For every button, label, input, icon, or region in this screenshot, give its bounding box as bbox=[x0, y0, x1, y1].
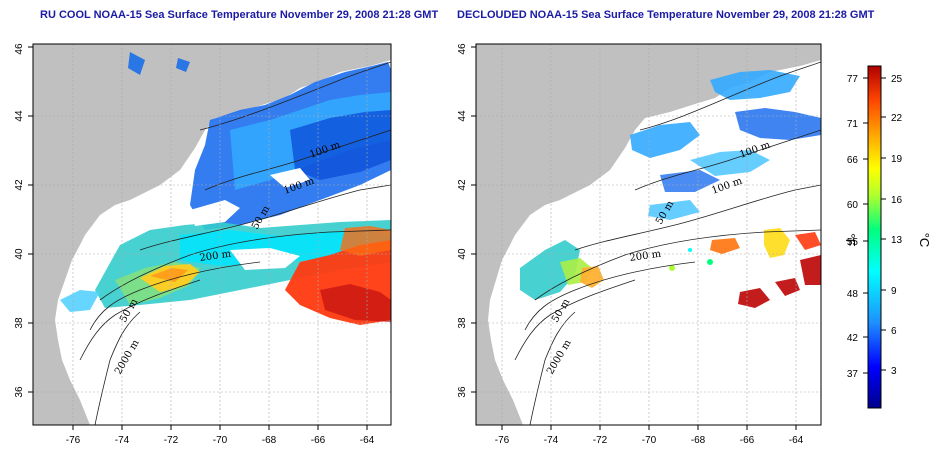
land-left bbox=[33, 44, 391, 425]
f-tick-2: 66 bbox=[847, 155, 859, 166]
lon-tick-left-0: -76 bbox=[66, 435, 81, 446]
cloud-gaps-left bbox=[95, 168, 391, 425]
c-tick-1: 22 bbox=[891, 113, 903, 124]
f-tick-7: 37 bbox=[847, 369, 859, 380]
lon-tick-right-1: -74 bbox=[544, 435, 559, 446]
lon-tick-left-5: -66 bbox=[311, 435, 326, 446]
lat-tick-right-1: 38 bbox=[457, 317, 468, 329]
f-tick-3: 60 bbox=[847, 200, 859, 211]
axis-ticks-left bbox=[28, 46, 368, 430]
map-right: 100 m 100 m 50 m 200 m 50 m 2000 m -76 -… bbox=[457, 43, 822, 446]
graticule-left bbox=[33, 44, 391, 425]
contour-label-right-3: 200 m bbox=[629, 249, 662, 264]
land-right bbox=[476, 44, 821, 425]
bathymetry-contours-left bbox=[79, 61, 391, 425]
lon-tick-left-2: -72 bbox=[164, 435, 179, 446]
c-tick-5: 9 bbox=[891, 286, 897, 297]
c-tick-2: 19 bbox=[891, 154, 903, 165]
map-title-left: RU COOL NOAA-15 Sea Surface Temperature … bbox=[40, 9, 439, 21]
lat-tick-left-3: 42 bbox=[14, 179, 25, 191]
c-tick-3: 16 bbox=[891, 195, 903, 206]
f-tick-0: 77 bbox=[847, 74, 859, 85]
lon-tick-left-6: -64 bbox=[360, 435, 375, 446]
fahrenheit-unit-label: °F bbox=[843, 233, 858, 246]
c-tick-7: 3 bbox=[891, 366, 897, 377]
lon-tick-right-3: -70 bbox=[642, 435, 657, 446]
f-tick-1: 71 bbox=[847, 119, 859, 130]
colorbar-gradient bbox=[867, 65, 882, 409]
map-frame-left bbox=[32, 43, 392, 426]
f-tick-5: 48 bbox=[847, 289, 859, 300]
axis-ticks-right bbox=[471, 46, 797, 430]
lat-tick-left-5: 46 bbox=[14, 43, 25, 55]
lon-tick-right-4: -68 bbox=[691, 435, 706, 446]
contour-label-left-3: 200 m bbox=[199, 249, 232, 264]
colorbar-ticks bbox=[863, 77, 886, 374]
celsius-unit-label: °C bbox=[917, 233, 932, 248]
lat-tick-right-0: 36 bbox=[457, 386, 468, 398]
graticule-right bbox=[476, 44, 821, 425]
lat-tick-left-0: 36 bbox=[14, 386, 25, 398]
lat-tick-left-1: 38 bbox=[14, 317, 25, 329]
colorbar: 77 71 66 60 55 48 42 37 25 22 19 16 13 9… bbox=[843, 65, 932, 409]
lon-tick-left-1: -74 bbox=[115, 435, 130, 446]
lat-tick-right-2: 40 bbox=[457, 248, 468, 260]
f-tick-6: 42 bbox=[847, 333, 859, 344]
lon-tick-right-5: -66 bbox=[740, 435, 755, 446]
c-tick-4: 13 bbox=[891, 235, 903, 246]
map-left: 100 m 100 m 50 m 200 m 50 m 2000 m -76 -… bbox=[14, 43, 392, 446]
lon-tick-left-4: -68 bbox=[262, 435, 277, 446]
lon-tick-right-6: -64 bbox=[789, 435, 804, 446]
lat-tick-right-3: 42 bbox=[457, 179, 468, 191]
bathymetry-contours-right bbox=[514, 61, 821, 425]
lon-tick-right-0: -76 bbox=[495, 435, 510, 446]
lon-tick-left-3: -70 bbox=[213, 435, 228, 446]
f-tick-4: 55 bbox=[847, 237, 859, 248]
lon-tick-right-2: -72 bbox=[593, 435, 608, 446]
lat-tick-left-2: 40 bbox=[14, 248, 25, 260]
lat-tick-right-4: 44 bbox=[457, 110, 468, 122]
c-tick-6: 6 bbox=[891, 326, 897, 337]
map-title-right: DECLOUDED NOAA-15 Sea Surface Temperatur… bbox=[457, 9, 875, 21]
lat-tick-right-5: 46 bbox=[457, 43, 468, 55]
c-tick-0: 25 bbox=[891, 74, 903, 85]
lat-tick-left-4: 44 bbox=[14, 110, 25, 122]
